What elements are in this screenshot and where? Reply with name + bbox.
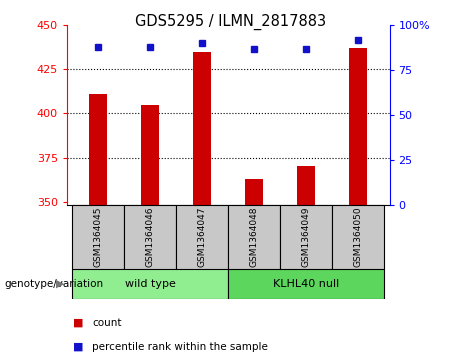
Bar [349,48,367,205]
Text: GSM1364050: GSM1364050 [354,207,363,267]
Bar [228,205,280,269]
Text: GSM1364049: GSM1364049 [302,207,311,267]
Bar [228,269,384,299]
Bar [89,94,107,205]
Bar [297,166,315,205]
Text: count: count [92,318,122,328]
Text: ■: ■ [73,318,83,328]
Text: ▶: ▶ [56,279,65,289]
Text: KLHL40 null: KLHL40 null [273,279,339,289]
Bar [193,52,211,205]
Bar [141,105,159,205]
Bar [72,205,124,269]
Bar [72,269,228,299]
Text: GSM1364047: GSM1364047 [198,207,207,267]
Text: ■: ■ [73,342,83,352]
Bar [245,179,263,205]
Text: wild type: wild type [124,279,176,289]
Bar [332,205,384,269]
Bar [176,205,228,269]
Text: GDS5295 / ILMN_2817883: GDS5295 / ILMN_2817883 [135,14,326,30]
Text: GSM1364045: GSM1364045 [94,207,103,267]
Text: GSM1364046: GSM1364046 [146,207,154,267]
Bar [124,205,176,269]
Bar [280,205,332,269]
Text: genotype/variation: genotype/variation [5,279,104,289]
Text: GSM1364048: GSM1364048 [250,207,259,267]
Text: percentile rank within the sample: percentile rank within the sample [92,342,268,352]
